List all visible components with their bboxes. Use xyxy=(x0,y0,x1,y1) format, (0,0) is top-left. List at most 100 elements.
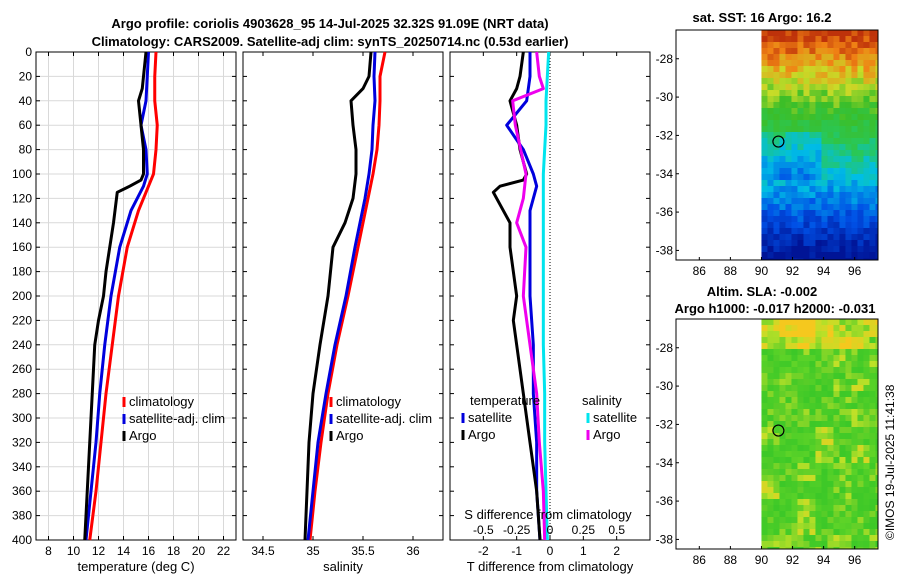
heatmap-cell xyxy=(821,463,828,470)
heatmap-cell xyxy=(839,535,846,542)
heatmap-cell xyxy=(767,403,774,410)
heatmap-cell xyxy=(833,439,840,446)
heatmap-cell xyxy=(845,120,852,127)
heatmap-cell xyxy=(821,204,828,211)
heatmap-cell xyxy=(833,343,840,350)
heatmap-cell xyxy=(827,409,834,416)
heatmap-cell xyxy=(773,54,780,61)
heatmap-cell xyxy=(803,511,810,518)
heatmap-cell xyxy=(845,493,852,500)
heatmap-cell xyxy=(809,126,816,133)
heatmap-cell xyxy=(827,138,834,145)
legend-label: climatology xyxy=(336,394,402,409)
heatmap-cell xyxy=(803,126,810,133)
heatmap-cell xyxy=(851,54,858,61)
heatmap-cell xyxy=(809,156,816,163)
heatmap-cell xyxy=(863,331,870,338)
heatmap-cell xyxy=(827,168,834,175)
heatmap-cell xyxy=(851,403,858,410)
heatmap-cell xyxy=(785,433,792,440)
heatmap-cell xyxy=(857,174,864,181)
heatmap-cell xyxy=(791,126,798,133)
heatmap-cell xyxy=(761,343,768,350)
x-tick-label: 14 xyxy=(117,544,131,558)
heatmap-cell xyxy=(857,409,864,416)
heatmap-cell xyxy=(857,234,864,241)
heatmap-cell xyxy=(809,252,816,259)
heatmap-cell xyxy=(857,523,864,530)
heatmap-cell xyxy=(761,30,768,37)
heatmap-cell xyxy=(869,204,876,211)
heatmap-cell xyxy=(869,126,876,133)
heatmap-cell xyxy=(773,252,780,259)
heatmap-cell xyxy=(767,126,774,133)
heatmap-cell xyxy=(797,397,804,404)
x-tick-label: 20 xyxy=(192,544,206,558)
heatmap-cell xyxy=(767,379,774,386)
heatmap-cell xyxy=(875,409,879,416)
heatmap-cell xyxy=(773,517,780,524)
heatmap-cell xyxy=(815,258,822,261)
heatmap-cell xyxy=(803,517,810,524)
heatmap-cell xyxy=(815,331,822,338)
heatmap-cell xyxy=(845,355,852,362)
heatmap-cell xyxy=(845,511,852,518)
heatmap-cell xyxy=(779,174,786,181)
heatmap-cell xyxy=(791,475,798,482)
heatmap-cell xyxy=(815,433,822,440)
heatmap-cell xyxy=(785,373,792,380)
heatmap-cell xyxy=(761,415,768,422)
heatmap-cell xyxy=(833,228,840,235)
heatmap-cell xyxy=(821,162,828,169)
heatmap-cell xyxy=(767,367,774,374)
heatmap-cell xyxy=(785,367,792,374)
heatmap-cell xyxy=(857,427,864,434)
heatmap-cell xyxy=(773,343,780,350)
heatmap-cell xyxy=(869,102,876,109)
heatmap-cell xyxy=(803,493,810,500)
heatmap-cell xyxy=(851,240,858,247)
heatmap-cell xyxy=(791,54,798,61)
legend-label: Argo xyxy=(129,428,156,443)
heatmap-cell xyxy=(875,391,879,398)
heatmap-cell xyxy=(875,529,879,536)
heatmap-cell xyxy=(773,325,780,332)
heatmap-cell xyxy=(785,114,792,121)
heatmap-cell xyxy=(797,138,804,145)
heatmap-cell xyxy=(839,234,846,241)
heatmap-cell xyxy=(869,361,876,368)
heatmap-cell xyxy=(815,439,822,446)
heatmap-cell xyxy=(857,246,864,253)
heatmap-cell xyxy=(821,150,828,157)
heatmap-cell xyxy=(851,30,858,37)
heatmap-cell xyxy=(839,373,846,380)
heatmap-cell xyxy=(815,54,822,61)
heatmap-cell xyxy=(815,397,822,404)
heatmap-cell xyxy=(809,258,816,261)
series-line-satellite xyxy=(505,52,542,541)
heatmap-cell xyxy=(833,457,840,464)
heatmap-cell xyxy=(791,180,798,187)
heatmap-cell xyxy=(833,451,840,458)
heatmap-cell xyxy=(857,469,864,476)
heatmap-cell xyxy=(839,409,846,416)
argo-position-marker xyxy=(772,135,785,148)
heatmap-cell xyxy=(875,114,879,121)
heatmap-cell xyxy=(845,385,852,392)
heatmap-cell xyxy=(785,54,792,61)
heatmap-cell xyxy=(803,204,810,211)
heatmap-cell xyxy=(857,457,864,464)
heatmap-cell xyxy=(869,517,876,524)
heatmap-cell xyxy=(761,445,768,452)
heatmap-cell xyxy=(827,439,834,446)
heatmap-cell xyxy=(797,529,804,536)
heatmap-cell xyxy=(797,168,804,175)
heatmap-cell xyxy=(863,144,870,151)
heatmap-cell xyxy=(767,361,774,368)
heatmap-cell xyxy=(851,481,858,488)
heatmap-cell xyxy=(827,529,834,536)
heatmap-cell xyxy=(869,66,876,73)
heatmap-cell xyxy=(791,463,798,470)
heatmap-cell xyxy=(785,144,792,151)
heatmap-cell xyxy=(797,126,804,133)
